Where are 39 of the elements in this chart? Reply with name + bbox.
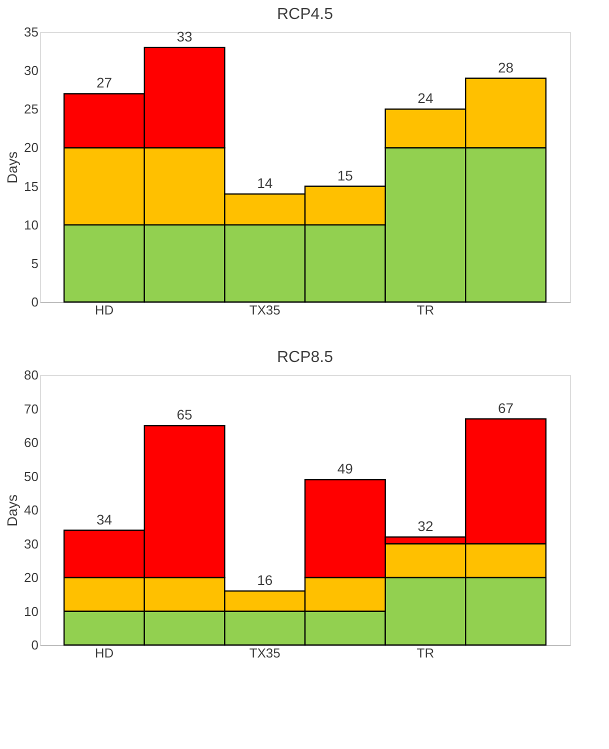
y-tick-label: 15 — [24, 178, 38, 194]
total-label: 34 — [96, 511, 112, 528]
x-tick-label: HD — [94, 646, 114, 660]
y-tick-label: 0 — [31, 294, 38, 310]
total-label: 16 — [257, 572, 273, 588]
total-label: 28 — [498, 59, 514, 76]
total-label: 49 — [337, 460, 354, 477]
y-tick-label: 40 — [24, 502, 38, 518]
chart-title: RCP4.5 — [276, 6, 334, 23]
total-label: 15 — [337, 167, 354, 184]
total-label: 32 — [418, 518, 434, 534]
y-tick-label: 20 — [24, 140, 38, 156]
total-label: 24 — [418, 90, 434, 106]
y-tick-label: 70 — [24, 401, 38, 416]
x-tick-label: HD — [94, 302, 114, 318]
y-axis-title: Days — [4, 494, 20, 526]
total-label: 27 — [96, 74, 112, 91]
x-tick-label: TR — [416, 646, 434, 660]
total-label: 14 — [257, 175, 273, 191]
y-tick-label: 80 — [24, 368, 38, 382]
x-tick-label: TX35 — [249, 646, 280, 660]
y-tick-label: 30 — [24, 63, 38, 78]
y-axis-title: Days — [4, 152, 20, 184]
x-tick-label: TX35 — [249, 302, 280, 318]
total-label: 67 — [498, 400, 514, 416]
y-tick-label: 60 — [24, 435, 38, 450]
y-tick-label: 20 — [24, 570, 38, 585]
y-tick-label: 0 — [31, 638, 38, 652]
chart-title: RCP8.5 — [276, 349, 334, 366]
x-tick-label: TR — [416, 302, 434, 318]
y-tick-label: 10 — [24, 604, 38, 619]
total-label: 33 — [176, 28, 193, 44]
y-tick-label: 50 — [24, 468, 38, 484]
y-tick-label: 5 — [31, 256, 38, 271]
y-tick-label: 25 — [24, 102, 38, 117]
y-tick-label: 35 — [24, 24, 38, 40]
y-tick-label: 10 — [24, 217, 38, 232]
y-tick-label: 30 — [24, 536, 38, 552]
total-label: 65 — [176, 406, 193, 423]
